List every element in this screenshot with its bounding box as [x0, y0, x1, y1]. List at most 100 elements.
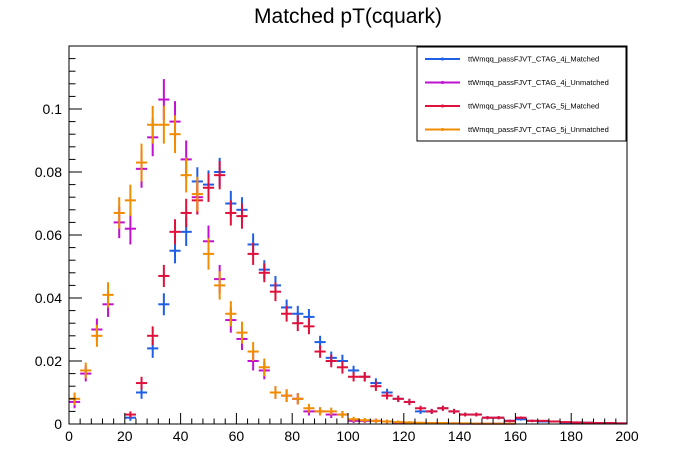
data-point — [392, 420, 404, 424]
data-point — [202, 173, 215, 202]
data-point — [381, 419, 393, 424]
data-point — [470, 412, 482, 417]
x-tick-label: 140 — [448, 428, 472, 444]
x-tick-label: 60 — [229, 428, 245, 444]
data-point — [359, 372, 371, 382]
data-point — [124, 411, 136, 418]
data-point — [314, 407, 326, 416]
data-point — [604, 422, 616, 425]
data-point — [180, 157, 192, 193]
y-tick-label: 0.1 — [43, 101, 63, 117]
data-point — [80, 362, 92, 379]
data-point — [158, 105, 170, 144]
data-point — [281, 305, 293, 322]
data-point — [169, 115, 181, 154]
x-tick-label: 120 — [392, 428, 416, 444]
data-point — [202, 238, 215, 270]
data-point — [336, 361, 348, 374]
data-point — [571, 421, 583, 424]
x-tick-label: 0 — [65, 428, 73, 444]
data-point — [281, 389, 293, 402]
series-2 — [124, 160, 627, 425]
legend-box — [416, 46, 627, 142]
data-point — [537, 419, 549, 422]
x-tick-label: 80 — [284, 428, 300, 444]
data-point — [180, 198, 192, 228]
data-layer — [69, 79, 627, 425]
y-tick-label: 0.08 — [35, 164, 62, 180]
data-point — [448, 408, 460, 414]
data-point — [426, 408, 438, 414]
data-point — [582, 421, 594, 424]
legend-entry: ttWmqq_passFJVT_CTAG_4j_Unmatched — [425, 78, 609, 87]
data-point — [124, 184, 136, 217]
data-point — [147, 326, 159, 346]
data-point — [403, 421, 415, 424]
data-point — [526, 419, 538, 423]
legend-entry: ttWmqq_passFJVT_CTAG_4j_Matched — [425, 55, 599, 64]
data-point — [325, 407, 337, 416]
data-point — [135, 376, 148, 390]
data-point — [225, 200, 237, 226]
data-point — [269, 282, 282, 302]
data-point — [381, 391, 393, 400]
data-point — [158, 293, 170, 316]
data-point — [560, 421, 572, 424]
data-point — [258, 358, 270, 377]
data-point — [102, 282, 114, 308]
data-point — [214, 271, 226, 300]
chart-title: Matched pT(cquark) — [254, 5, 442, 28]
data-point — [370, 381, 382, 391]
x-tick-label: 20 — [117, 428, 133, 444]
y-axis: 0 0.02 0.04 0.06 0.08 0.1 — [35, 45, 82, 432]
legend-entry: ttWmqq_passFJVT_CTAG_5j_Matched — [425, 102, 599, 111]
y-tick-label: 0 — [54, 416, 62, 432]
data-point — [124, 212, 136, 245]
y-tick-label: 0.02 — [35, 353, 62, 369]
data-point — [91, 324, 103, 347]
legend-label: ttWmqq_passFJVT_CTAG_5j_Unmatched — [468, 125, 609, 134]
data-point — [158, 264, 170, 287]
data-point — [147, 105, 159, 144]
data-point — [236, 203, 248, 229]
data-point — [348, 416, 360, 422]
data-point — [336, 411, 348, 419]
x-tick-label: 180 — [560, 428, 584, 444]
data-point — [303, 403, 315, 413]
data-point — [113, 197, 125, 229]
data-point — [459, 412, 471, 417]
legend-label: ttWmqq_passFJVT_CTAG_4j_Unmatched — [468, 78, 609, 87]
data-point — [414, 421, 427, 424]
data-point — [493, 416, 505, 420]
data-point — [593, 422, 605, 425]
x-tick-label: 40 — [173, 428, 189, 444]
x-tick-label: 200 — [615, 428, 639, 444]
data-point — [515, 416, 527, 419]
data-point — [392, 395, 404, 402]
data-point — [359, 418, 371, 423]
data-point — [414, 405, 427, 411]
x-axis: 0 20 40 60 80 100 120 140 160 180 200 — [65, 413, 639, 444]
data-point — [292, 393, 304, 405]
data-point — [247, 342, 259, 361]
data-point — [481, 416, 494, 420]
data-point — [303, 318, 315, 335]
legend-label: ttWmqq_passFJVT_CTAG_5j_Matched — [468, 102, 599, 111]
data-point — [325, 354, 337, 368]
x-tick-label: 100 — [336, 428, 360, 444]
y-tick-label: 0.04 — [35, 290, 62, 306]
x-tick-label: 160 — [504, 428, 528, 444]
data-point — [258, 263, 270, 283]
data-point — [403, 398, 415, 406]
data-point — [504, 419, 516, 423]
data-point — [135, 143, 148, 182]
data-point — [236, 321, 248, 344]
data-point — [191, 176, 203, 212]
data-point — [169, 219, 181, 245]
data-point — [548, 420, 561, 423]
data-point — [247, 242, 259, 265]
legend-label: ttWmqq_passFJVT_CTAG_4j_Matched — [468, 55, 599, 64]
data-point — [437, 405, 449, 411]
legend: ttWmqq_passFJVT_CTAG_4j_Matched ttWmqq_pa… — [416, 46, 627, 142]
